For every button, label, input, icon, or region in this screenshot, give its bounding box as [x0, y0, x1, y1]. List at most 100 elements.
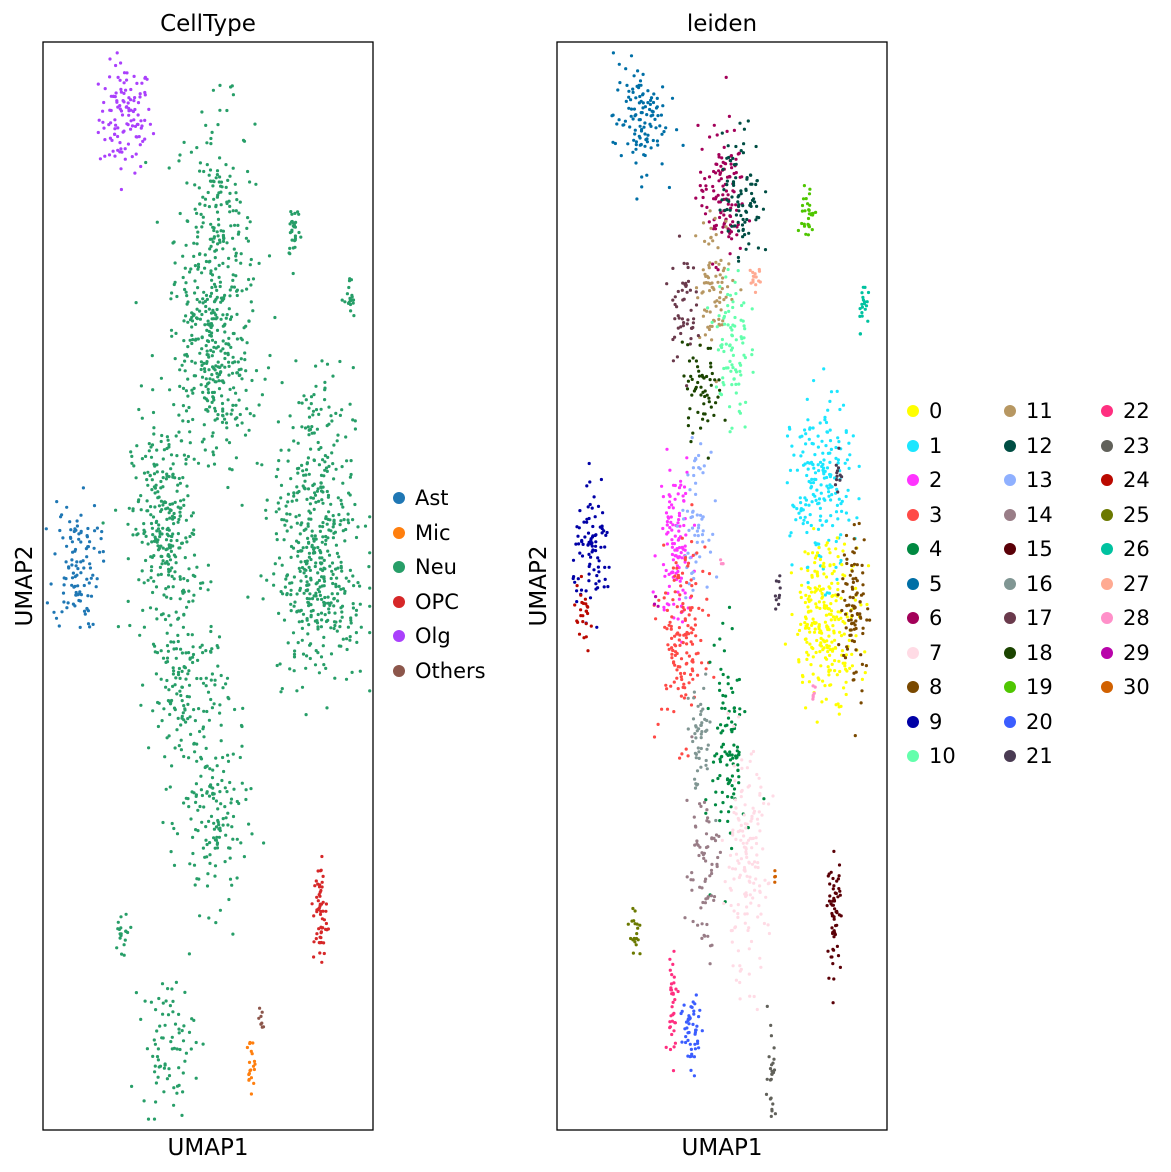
data-point — [276, 420, 280, 424]
data-point — [716, 280, 720, 284]
data-point — [301, 546, 305, 550]
data-point — [223, 860, 227, 864]
data-point — [217, 635, 222, 639]
data-point — [176, 520, 180, 524]
data-point — [297, 513, 301, 517]
data-point — [696, 1039, 700, 1043]
data-point — [145, 1047, 149, 1051]
data-point — [165, 631, 169, 635]
data-point — [701, 540, 705, 544]
data-point — [332, 443, 336, 447]
data-point — [756, 865, 760, 870]
data-point — [839, 914, 843, 918]
data-point — [231, 752, 235, 756]
data-point — [857, 521, 861, 526]
data-point — [219, 349, 223, 353]
data-point — [707, 820, 711, 824]
data-point — [702, 402, 706, 406]
data-point — [245, 407, 249, 411]
data-point — [631, 87, 635, 91]
data-point — [168, 516, 172, 520]
data-point — [719, 164, 723, 168]
data-point — [140, 569, 144, 573]
data-point — [204, 649, 208, 653]
data-point — [127, 96, 131, 100]
data-point — [671, 523, 675, 527]
data-point — [227, 373, 231, 377]
data-point — [320, 498, 324, 502]
data-point — [295, 592, 299, 596]
data-point — [248, 412, 252, 416]
data-point — [714, 385, 719, 389]
data-point — [169, 328, 174, 332]
data-point — [828, 668, 832, 672]
data-point — [289, 210, 293, 214]
data-point — [687, 359, 692, 363]
data-point — [308, 568, 312, 573]
data-point — [107, 153, 112, 157]
data-point — [305, 596, 309, 601]
data-point — [720, 287, 724, 291]
data-point — [218, 703, 222, 707]
data-point — [64, 560, 68, 564]
data-point — [734, 382, 738, 386]
data-point — [677, 518, 681, 522]
data-point — [310, 529, 314, 533]
data-point — [751, 806, 755, 810]
data-point — [732, 764, 736, 768]
data-point — [674, 571, 678, 575]
data-point — [853, 623, 857, 627]
data-point — [165, 560, 169, 564]
data-point — [745, 841, 749, 845]
legend-marker — [1004, 577, 1016, 590]
data-point — [114, 123, 118, 127]
data-point — [721, 801, 725, 805]
data-point — [116, 920, 120, 924]
data-point — [835, 577, 839, 582]
data-point — [681, 324, 686, 328]
data-point — [341, 505, 345, 509]
data-point — [182, 704, 186, 708]
data-point — [611, 140, 615, 144]
data-point — [703, 879, 707, 884]
data-point — [719, 211, 723, 215]
data-point — [718, 172, 722, 176]
data-point — [228, 288, 232, 292]
data-point — [230, 84, 234, 88]
data-point — [680, 1009, 684, 1014]
data-point — [49, 582, 53, 586]
data-point — [669, 624, 673, 629]
data-point — [760, 813, 764, 817]
data-point — [198, 169, 202, 173]
data-point — [202, 805, 206, 809]
data-point — [231, 932, 235, 936]
data-point — [788, 534, 792, 538]
data-point — [221, 313, 225, 317]
data-point — [694, 290, 698, 294]
data-point — [826, 650, 830, 654]
data-point — [175, 489, 179, 493]
data-point — [298, 586, 302, 591]
data-point — [702, 464, 706, 468]
data-point — [201, 301, 205, 305]
data-point — [602, 585, 606, 589]
data-point — [696, 923, 700, 927]
data-point — [235, 876, 239, 880]
data-point — [736, 269, 740, 273]
data-point — [86, 622, 91, 626]
data-point — [329, 502, 333, 506]
data-point — [296, 441, 300, 445]
data-point — [748, 875, 752, 879]
data-point — [293, 234, 297, 238]
data-point — [676, 989, 680, 994]
data-point — [329, 652, 334, 656]
data-point — [730, 774, 735, 778]
data-point — [770, 1107, 774, 1111]
data-point — [216, 664, 220, 668]
data-point — [701, 515, 705, 519]
data-point — [160, 433, 164, 438]
data-point — [587, 461, 591, 466]
data-point — [155, 463, 159, 467]
data-point — [712, 895, 717, 899]
data-point — [327, 510, 331, 514]
